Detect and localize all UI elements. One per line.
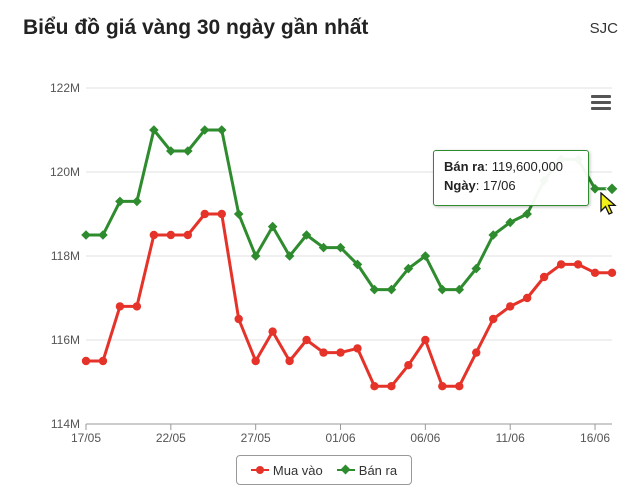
data-point [302, 335, 311, 345]
data-point [607, 268, 617, 277]
data-point [522, 209, 532, 219]
legend-label-mua-vao: Mua vào [272, 462, 323, 478]
data-point [336, 348, 345, 357]
tooltip-series-label: Bán ra [444, 159, 485, 174]
data-point [233, 209, 244, 219]
y-tick-label: 116M [51, 333, 80, 347]
data-point [285, 356, 294, 366]
data-point [437, 284, 448, 295]
x-tick-label: 11/06 [496, 431, 525, 445]
data-point [132, 196, 142, 207]
data-point [421, 335, 430, 345]
data-point [352, 259, 363, 270]
x-tick-label: 06/06 [410, 431, 440, 445]
data-point [404, 361, 413, 370]
data-point [166, 230, 176, 240]
tooltip-value: 119,600,000 [491, 159, 564, 174]
legend-swatch-mua-vao [250, 465, 269, 475]
data-point [590, 268, 600, 277]
x-axis-ticks: 17/05 22/05 27/05 01/06 06/06 11/06 16/06 [71, 424, 610, 445]
legend-label-ban-ra: Bán ra [358, 462, 398, 478]
tooltip-value-row: Bán ra: 119,600,000 [444, 159, 564, 174]
data-point [81, 230, 91, 240]
data-point [505, 302, 515, 311]
data-point [149, 125, 159, 135]
data-point [454, 284, 465, 295]
data-point [115, 302, 125, 311]
x-tick-label: 27/05 [241, 431, 271, 445]
data-point [217, 209, 226, 219]
data-point [539, 272, 549, 282]
data-point [318, 242, 329, 253]
data-point [250, 251, 261, 261]
legend-item-mua-vao[interactable]: Mua vào [250, 462, 323, 478]
data-point [234, 314, 243, 324]
data-point [183, 230, 193, 240]
data-point [216, 125, 227, 135]
x-tick-label: 22/05 [156, 431, 186, 445]
data-point [166, 146, 176, 156]
data-point [335, 242, 346, 253]
data-point [386, 284, 397, 295]
data-point [573, 260, 583, 269]
data-point [98, 356, 108, 366]
data-point [267, 221, 278, 232]
data-point [505, 217, 515, 228]
data-point [268, 327, 277, 336]
data-point [81, 356, 91, 366]
data-point [251, 356, 260, 366]
hamburger-menu-icon[interactable] [591, 95, 611, 111]
data-point [183, 146, 193, 156]
series-mua-vao [81, 209, 617, 391]
data-point [369, 284, 380, 295]
data-point [115, 196, 125, 207]
data-point [284, 251, 295, 261]
x-tick-label: 01/06 [326, 431, 356, 445]
grid-lines [86, 87, 612, 425]
series-line [86, 212, 612, 388]
tooltip-date-label: Ngày [444, 178, 476, 193]
x-tick-label: 17/05 [71, 431, 101, 445]
data-point [556, 260, 566, 269]
tooltip-date-row: Ngày: 17/06 [444, 178, 516, 193]
chart-tooltip: Bán ra: 119,600,000 Ngày: 17/06 [433, 150, 589, 206]
data-point [199, 125, 210, 135]
legend-item-ban-ra[interactable]: Bán ra [336, 462, 398, 478]
x-tick-label: 16/06 [580, 431, 610, 445]
data-point [420, 251, 431, 261]
y-tick-label: 114M [51, 417, 80, 431]
data-point [489, 314, 498, 324]
y-tick-label: 118M [51, 249, 80, 263]
tooltip-date: 17/06 [483, 178, 516, 193]
hovered-data-point [605, 182, 619, 196]
data-point [98, 230, 108, 240]
chart-title: Biểu đồ giá vàng 30 ngày gần nhất [23, 16, 369, 39]
y-tick-label: 120M [50, 165, 80, 179]
data-point [370, 382, 379, 391]
data-point [488, 230, 499, 240]
data-point [132, 302, 142, 311]
data-point [403, 263, 414, 274]
chart-legend: Mua vào Bán ra [236, 455, 412, 485]
data-point [319, 348, 328, 357]
data-point [149, 230, 159, 240]
y-tick-label: 122M [50, 81, 80, 95]
data-point [522, 293, 532, 303]
y-axis-ticks: 114M 116M 118M 120M 122M [50, 81, 80, 431]
data-point [455, 382, 464, 391]
data-point [200, 209, 209, 219]
data-point [353, 344, 362, 353]
data-point [590, 184, 600, 194]
data-point [471, 263, 482, 274]
data-point [472, 348, 481, 357]
brand-label: SJC [589, 20, 618, 37]
data-point [301, 230, 312, 240]
mouse-pointer-icon [600, 192, 617, 215]
legend-swatch-ban-ra [336, 464, 355, 475]
data-point [387, 382, 396, 391]
data-point [438, 382, 447, 391]
